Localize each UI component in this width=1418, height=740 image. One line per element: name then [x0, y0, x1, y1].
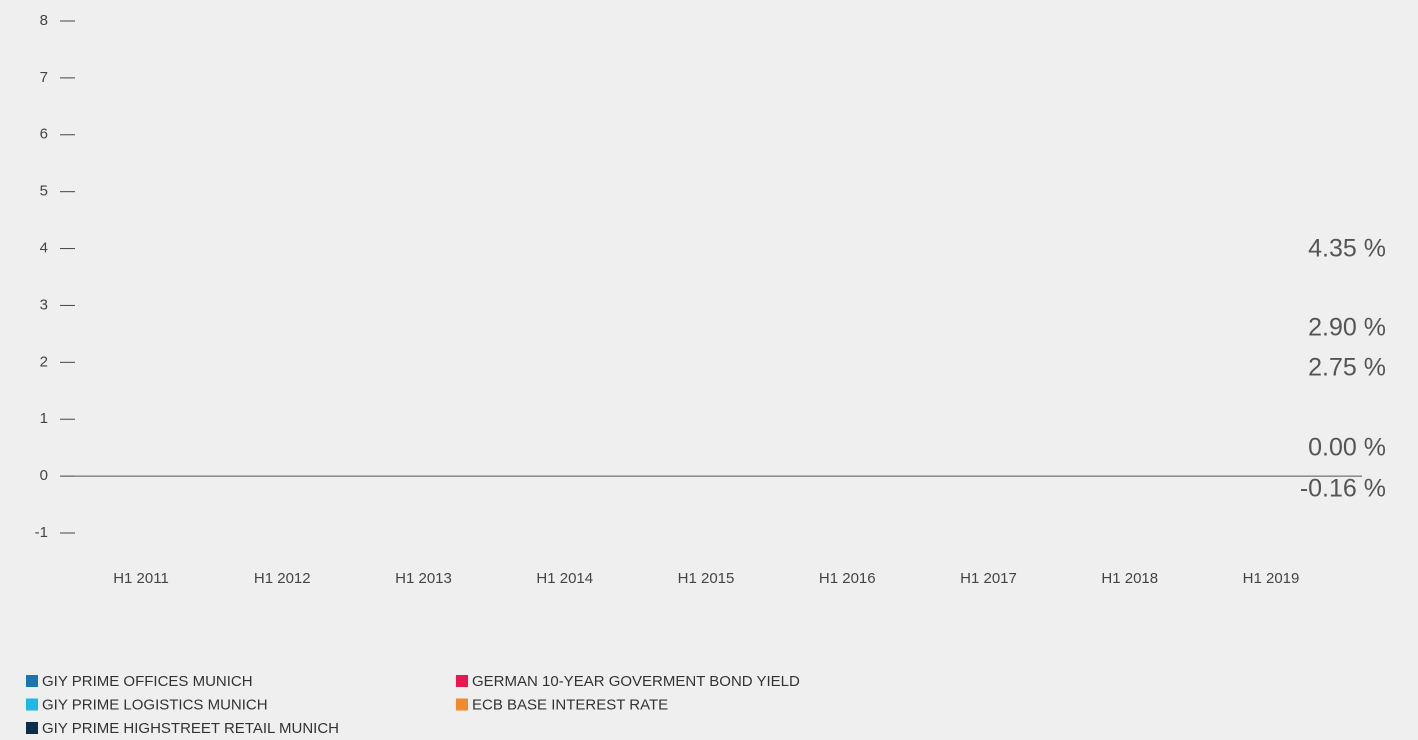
legend-swatch: [26, 675, 38, 687]
x-tick-label: H1 2016: [819, 570, 876, 587]
x-tick-label: H1 2012: [254, 570, 311, 587]
x-tick-label: H1 2014: [536, 570, 593, 587]
legend-label: GIY PRIME OFFICES MUNICH: [42, 673, 253, 690]
y-tick-label: 2: [40, 353, 48, 370]
y-tick-label: 6: [40, 126, 48, 143]
y-tick-label: 0: [40, 467, 48, 484]
annotation: -0.16 %: [1300, 475, 1386, 503]
x-tick-label: H1 2018: [1101, 570, 1158, 587]
annotation: 2.75 %: [1308, 354, 1386, 382]
y-tick-label: 4: [40, 240, 48, 257]
legend-label: GIY PRIME HIGHSTREET RETAIL MUNICH: [42, 720, 339, 737]
x-tick-label: H1 2019: [1243, 570, 1300, 587]
y-tick-label: 7: [40, 69, 48, 86]
x-tick-label: H1 2011: [113, 570, 169, 587]
x-tick-label: H1 2015: [678, 570, 735, 587]
y-tick-label: 3: [40, 296, 48, 313]
y-tick-label: 1: [40, 410, 48, 427]
legend-label: GERMAN 10-YEAR GOVERMENT BOND YIELD: [472, 673, 800, 690]
annotation: 4.35 %: [1308, 235, 1386, 263]
annotation: 0.00 %: [1308, 434, 1386, 462]
annotation: 2.90 %: [1308, 314, 1386, 342]
legend-swatch: [456, 698, 468, 711]
y-tick-label: -1: [35, 524, 48, 541]
legend-label: GIY PRIME LOGISTICS MUNICH: [42, 696, 268, 713]
legend-swatch: [26, 722, 38, 734]
y-tick-label: 5: [40, 183, 48, 200]
legend-label: ECB BASE INTEREST RATE: [472, 696, 668, 713]
y-tick-label: 8: [40, 12, 48, 29]
x-tick-label: H1 2017: [960, 570, 1017, 587]
legend-swatch: [26, 698, 38, 711]
legend-swatch: [456, 675, 468, 687]
x-tick-label: H1 2013: [395, 570, 452, 587]
